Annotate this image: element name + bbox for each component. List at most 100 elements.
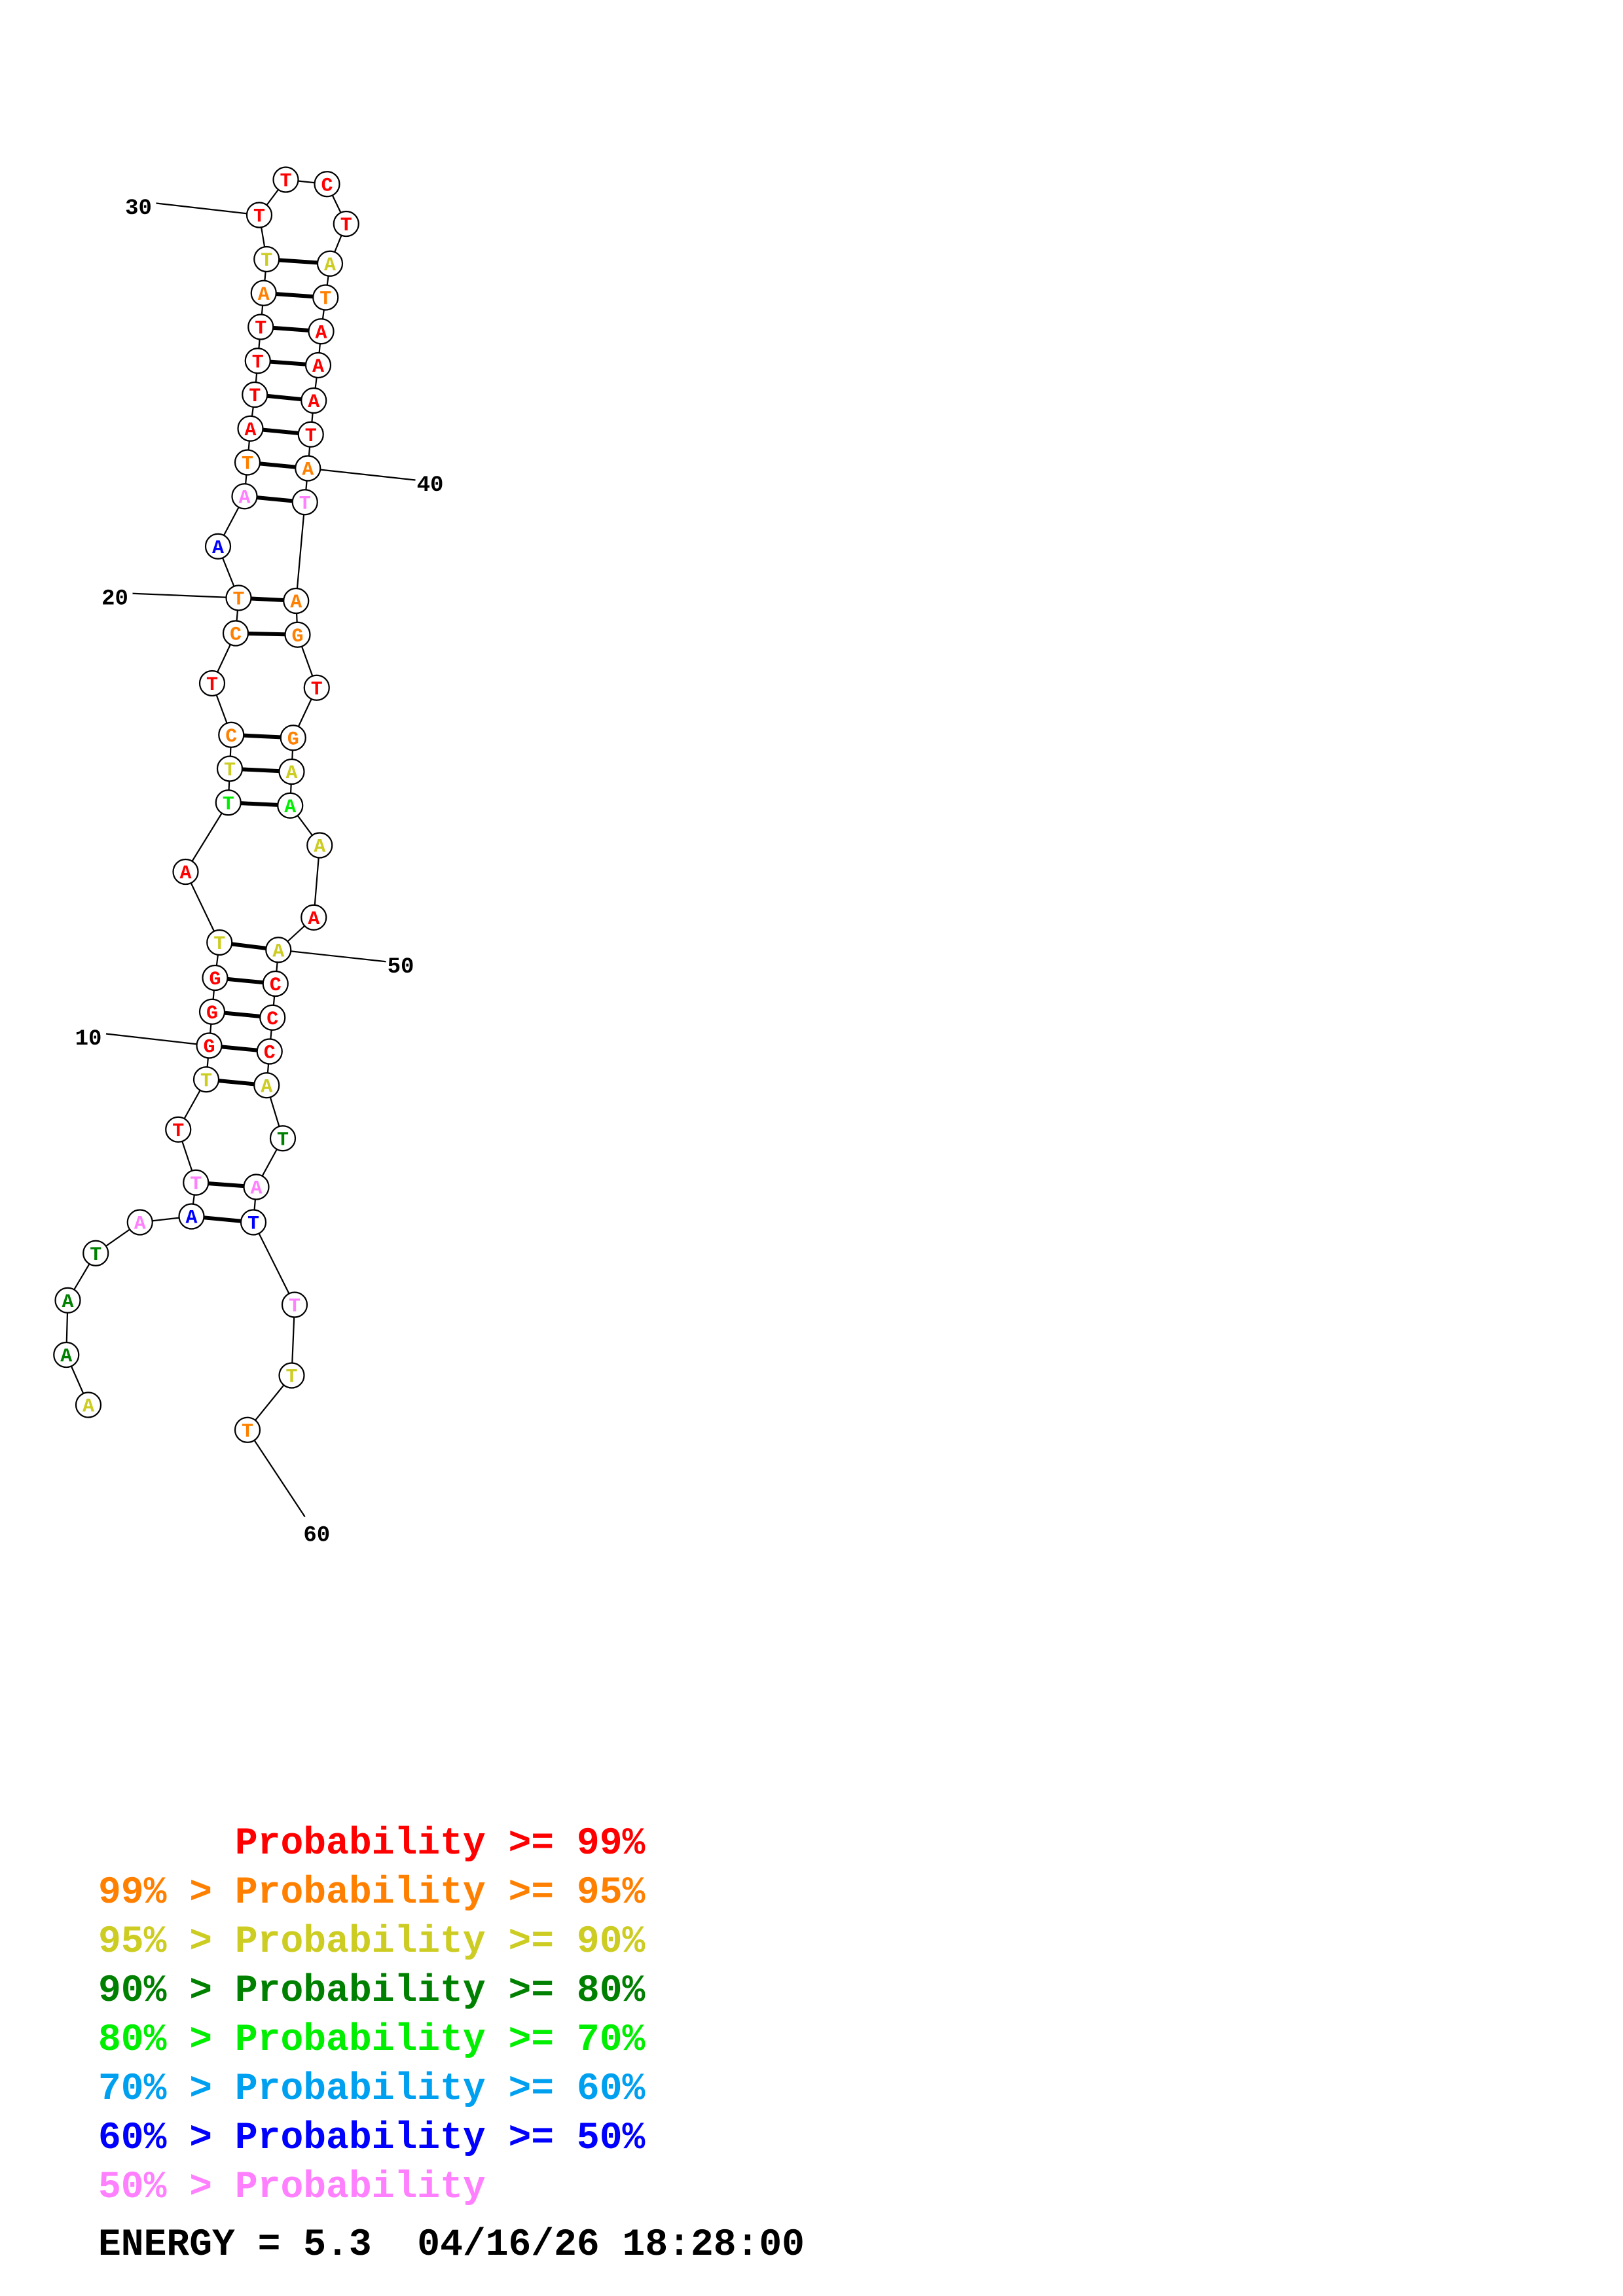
nucleotide-letter: T xyxy=(232,589,244,611)
nucleotide-11: G xyxy=(198,998,226,1025)
nucleotide-letter: T xyxy=(299,493,311,515)
nucleotide-circle xyxy=(253,245,280,273)
nucleotide-circle xyxy=(250,279,277,306)
nucleotide-circle xyxy=(178,1203,205,1230)
backbone-link xyxy=(253,1222,295,1305)
nucleotide-letter: A xyxy=(60,1346,72,1368)
nucleotide-44: T xyxy=(303,674,330,701)
nucleotide-49: A xyxy=(301,904,327,931)
backbone-layer xyxy=(65,179,347,1431)
nucleotide-circle xyxy=(198,670,226,697)
energy-footer: ENERGY = 5.3 04/16/26 18:28:00 xyxy=(98,2224,805,2267)
nucleotide-27: T xyxy=(247,314,274,340)
nucleotide-30: T xyxy=(246,202,273,228)
nucleotide-35: T xyxy=(312,284,339,311)
nucleotide-letter: A xyxy=(244,420,256,442)
nucleotide-letter: A xyxy=(82,1396,94,1418)
number-label-10: 10 xyxy=(75,1027,102,1052)
nucleotide-58: T xyxy=(281,1291,308,1318)
base-pair-bond xyxy=(278,258,318,265)
nucleotide-letter: G xyxy=(209,969,221,991)
nucleotide-circle xyxy=(269,1125,297,1152)
base-pair-bond xyxy=(204,1215,242,1223)
nucleotide-6: A xyxy=(178,1203,205,1230)
base-pair-bond xyxy=(224,1011,261,1018)
nucleotide-letter: C xyxy=(264,1043,276,1065)
nucleotide-letter: T xyxy=(224,760,236,782)
nucleotide-letter: G xyxy=(287,728,299,751)
nucleotide-letter: C xyxy=(225,726,237,748)
nucleotide-letter: A xyxy=(315,322,327,344)
base-pair-bond xyxy=(218,1079,255,1086)
nucleotide-23: T xyxy=(234,449,261,476)
nucleotide-circle xyxy=(278,1362,305,1389)
nucleotide-circle xyxy=(192,1066,220,1093)
nucleotide-circle xyxy=(295,455,321,482)
base-pair-bond xyxy=(276,292,314,299)
nucleotide-circle xyxy=(231,483,258,510)
nucleotide-circle xyxy=(301,904,327,931)
base-pair-bond xyxy=(240,801,278,807)
base-pair-bond xyxy=(242,767,280,774)
nucleotide-41: T xyxy=(291,489,318,516)
nucleotide-8: T xyxy=(165,1116,192,1143)
nucleotide-57: T xyxy=(240,1209,267,1236)
nucleotide-59: T xyxy=(278,1362,305,1389)
nucleotide-52: C xyxy=(259,1004,286,1031)
nucleotide-circle xyxy=(75,1391,102,1418)
nucleotide-circle xyxy=(304,351,332,379)
nucleotide-letter: A xyxy=(179,863,191,885)
nucleotide-circle xyxy=(278,758,305,785)
nucleotide-circle xyxy=(281,1291,308,1318)
nucleotide-55: T xyxy=(269,1125,297,1152)
base-pair-bond xyxy=(231,942,266,950)
nucleotide-circle xyxy=(196,1032,223,1059)
nucleotide-circle xyxy=(303,674,330,701)
nucleotide-21: A xyxy=(204,533,232,560)
nucleotide-25: T xyxy=(242,381,268,408)
legend-row: 80% > Probability >= 70% xyxy=(98,2019,646,2062)
nucleotide-48: A xyxy=(306,832,333,859)
nucleotide-letter: A xyxy=(285,762,297,785)
nucleotide-circle xyxy=(262,970,289,997)
nucleotide-26: T xyxy=(244,348,271,374)
nucleotide-4: T xyxy=(82,1240,109,1266)
nucleotide-43: G xyxy=(284,621,311,648)
nucleotide-37: A xyxy=(304,351,332,379)
nucleotide-letter: T xyxy=(90,1244,101,1266)
nucleotide-53: C xyxy=(256,1038,283,1065)
nucleotide-3: A xyxy=(54,1287,81,1314)
nucleotide-circle xyxy=(246,202,273,228)
number-label-40: 40 xyxy=(417,473,444,498)
nucleotide-17: C xyxy=(218,721,245,748)
nucleotide-circle xyxy=(237,415,264,442)
nucleotide-14: A xyxy=(172,858,199,886)
nucleotide-circle xyxy=(183,1169,210,1196)
nucleotide-7: T xyxy=(183,1169,210,1196)
nucleotide-circle xyxy=(283,587,310,615)
nucleotide-circle xyxy=(277,792,304,819)
nucleotide-letter: T xyxy=(305,425,317,448)
base-pair-bond xyxy=(270,359,306,367)
base-pair-bond xyxy=(259,461,296,469)
base-pair-bond xyxy=(244,733,281,740)
nucleotide-letter: G xyxy=(291,626,303,648)
nucleotide-36: A xyxy=(308,318,335,345)
legend-row: 95% > Probability >= 90% xyxy=(98,1921,646,1964)
base-pair-bond xyxy=(251,596,284,603)
nucleotide-circle xyxy=(314,171,340,198)
number-tick-20 xyxy=(132,592,239,599)
base-pair-bond xyxy=(227,977,264,985)
nucleotide-2: A xyxy=(53,1341,80,1369)
nucleotide-letter: A xyxy=(238,487,250,509)
legend-row: 90% > Probability >= 80% xyxy=(98,1970,646,2013)
nucleotide-circle xyxy=(253,1072,280,1099)
nucleotide-letter: C xyxy=(230,624,242,647)
nucleotide-letter: T xyxy=(200,1070,212,1092)
nucleotide-circle xyxy=(272,166,299,193)
nucleotide-letter: T xyxy=(242,454,253,476)
nucleotide-circle xyxy=(215,789,242,816)
nucleotide-circle xyxy=(202,964,228,992)
